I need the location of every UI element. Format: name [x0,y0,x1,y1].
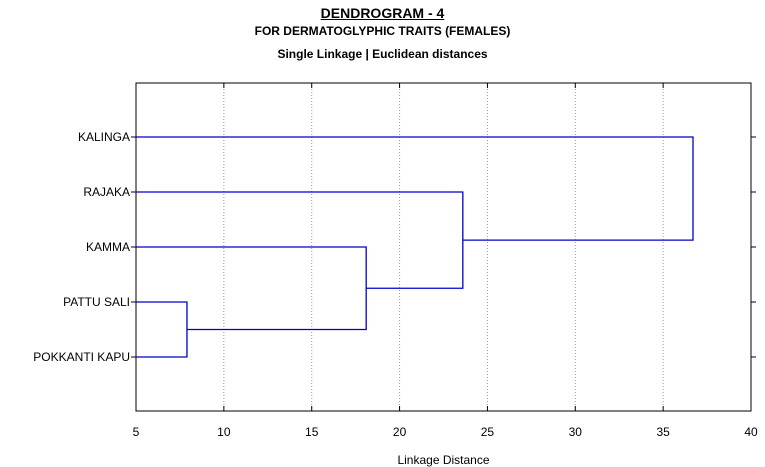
leaf-label: KAMMA [86,240,130,254]
x-axis-label: Linkage Distance [397,453,489,467]
dendrogram-link [136,136,694,241]
chart-subtitle: FOR DERMATOGLYPHIC TRAITS (FEMALES) [254,24,511,38]
x-tick-label: 40 [744,425,758,439]
dendrogram-link [136,246,367,331]
dendrogram-link [136,191,464,289]
x-tick-labels: 5 10 15 20 25 30 35 40 [133,425,758,439]
dendrogram-links [136,136,694,358]
x-tick-label: 30 [569,425,583,439]
tick-layer [131,83,756,411]
leaf-label: KALINGA [78,130,130,144]
x-tick-label: 35 [656,425,670,439]
leaf-label: PATTU SALI [63,295,130,309]
x-tick-label: 5 [133,425,140,439]
x-tick-label: 10 [217,425,231,439]
x-tick-label: 25 [481,425,495,439]
x-tick-label: 15 [305,425,319,439]
grid-layer [223,83,664,411]
leaf-label: RAJAKA [83,185,130,199]
leaf-label: POKKANTI KAPU [33,350,130,364]
x-tick-label: 20 [393,425,407,439]
chart-method-subtitle: Single Linkage | Euclidean distances [277,47,488,61]
leaf-labels: KALINGA RAJAKA KAMMA PATTU SALI POKKANTI KAP… [33,130,130,364]
chart-title: DENDROGRAM - 4 [320,5,445,21]
dendrogram-link [136,301,188,358]
